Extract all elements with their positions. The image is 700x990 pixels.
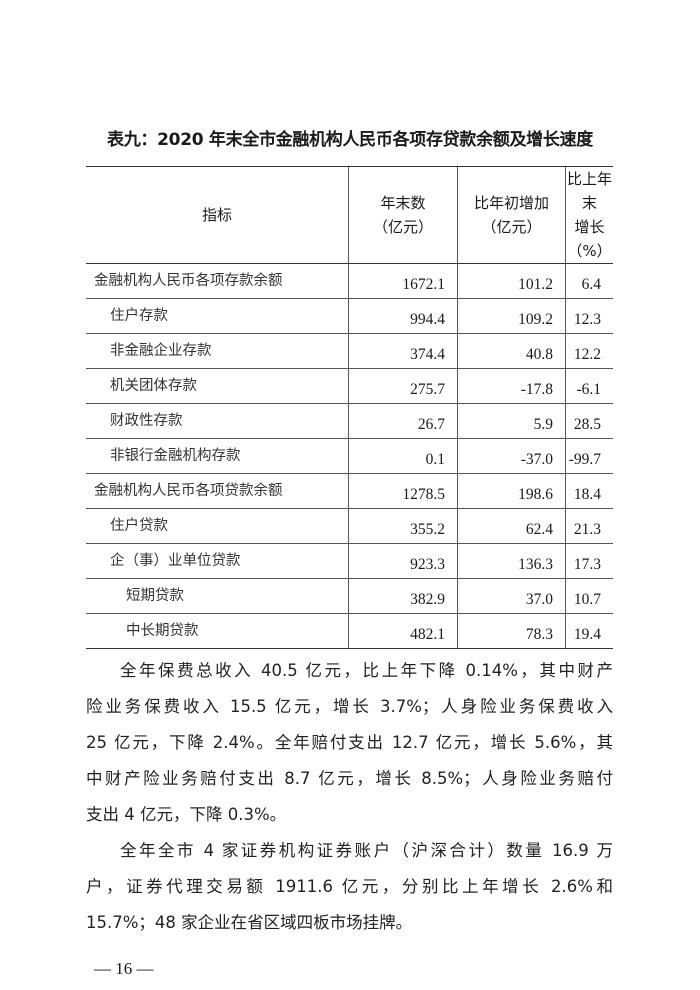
cell-growth: 21.3 xyxy=(565,508,613,544)
header-growth-line2: 增长（%） xyxy=(567,218,612,260)
cell-growth: 12.3 xyxy=(565,298,613,334)
row-label: 企（事）业单位贷款 xyxy=(86,543,349,579)
header-indicator: 指标 xyxy=(86,166,349,264)
row-label: 金融机构人民币各项存款余额 xyxy=(86,263,349,299)
header-year-end: 年末数 （亿元） xyxy=(348,166,458,264)
paragraph-line: 户，证券代理交易额 1911.6 亿元，分别比上年增长 2.6%和 xyxy=(86,877,613,896)
table-row: 中长期贷款 482.1 78.3 19.4 xyxy=(86,613,613,649)
cell-increase: 78.3 xyxy=(457,613,566,649)
paragraph-line: 中财产险业务赔付支出 8.7 亿元，增长 8.5%；人身险业务赔付 xyxy=(86,769,613,788)
paragraph-line: 全年全市 4 家证券机构证券账户（沪深合计）数量 16.9 万 xyxy=(120,841,613,860)
paragraph-line: 支出 4 亿元，下降 0.3%。 xyxy=(86,805,287,824)
header-increase-line2: （亿元） xyxy=(481,218,542,236)
cell-growth: 19.4 xyxy=(565,613,613,649)
header-increase-line1: 比年初增加 xyxy=(473,194,549,212)
cell-increase: 5.9 xyxy=(457,403,566,439)
table-row: 住户贷款 355.2 62.4 21.3 xyxy=(86,508,613,544)
table-row: 金融机构人民币各项存款余额 1672.1 101.2 6.4 xyxy=(86,263,613,299)
table-row: 住户存款 994.4 109.2 12.3 xyxy=(86,298,613,334)
cell-growth: -99.7 xyxy=(565,438,613,474)
cell-growth: 12.2 xyxy=(565,333,613,369)
table-row: 非银行金融机构存款 0.1 -37.0 -99.7 xyxy=(86,438,613,474)
paragraph-line: 险业务保费收入 15.5 亿元，增长 3.7%；人身险业务保费收入 xyxy=(86,697,613,716)
header-year-end-line1: 年末数 xyxy=(380,194,426,212)
row-label: 中长期贷款 xyxy=(86,613,349,649)
table-header-row: 指标 年末数 （亿元） 比年初增加 （亿元） 比上年末 增长（%） xyxy=(86,166,613,264)
cell-increase: 198.6 xyxy=(457,473,566,509)
cell-increase: -17.8 xyxy=(457,368,566,404)
cell-growth: -6.1 xyxy=(565,368,613,404)
page-number: — 16 — xyxy=(94,959,154,978)
cell-year-end: 482.1 xyxy=(348,613,458,649)
table-row: 财政性存款 26.7 5.9 28.5 xyxy=(86,403,613,439)
cell-year-end: 355.2 xyxy=(348,508,458,544)
cell-increase: 40.8 xyxy=(457,333,566,369)
header-year-end-line2: （亿元） xyxy=(372,218,433,236)
cell-year-end: 1278.5 xyxy=(348,473,458,509)
table-row: 企（事）业单位贷款 923.3 136.3 17.3 xyxy=(86,543,613,579)
cell-year-end: 275.7 xyxy=(348,368,458,404)
row-label: 短期贷款 xyxy=(86,578,349,614)
cell-increase: 109.2 xyxy=(457,298,566,334)
cell-growth: 28.5 xyxy=(565,403,613,439)
row-label: 财政性存款 xyxy=(86,403,349,439)
row-label: 机关团体存款 xyxy=(86,368,349,404)
cell-year-end: 26.7 xyxy=(348,403,458,439)
row-label: 非银行金融机构存款 xyxy=(86,438,349,474)
cell-increase: 62.4 xyxy=(457,508,566,544)
header-growth: 比上年末 增长（%） xyxy=(565,166,613,264)
cell-year-end: 1672.1 xyxy=(348,263,458,299)
securities-paragraph: 全年全市 4 家证券机构证券账户（沪深合计）数量 16.9 万户，证券代理交易额… xyxy=(86,833,613,941)
cell-increase: -37.0 xyxy=(457,438,566,474)
cell-increase: 136.3 xyxy=(457,543,566,579)
cell-year-end: 382.9 xyxy=(348,578,458,614)
cell-increase: 37.0 xyxy=(457,578,566,614)
table-row: 机关团体存款 275.7 -17.8 -6.1 xyxy=(86,368,613,404)
table-row: 非金融企业存款 374.4 40.8 12.2 xyxy=(86,333,613,369)
table-row: 金融机构人民币各项贷款余额 1278.5 198.6 18.4 xyxy=(86,473,613,509)
cell-growth: 18.4 xyxy=(565,473,613,509)
table-row: 短期贷款 382.9 37.0 10.7 xyxy=(86,578,613,614)
cell-year-end: 374.4 xyxy=(348,333,458,369)
row-label: 住户存款 xyxy=(86,298,349,334)
header-increase: 比年初增加 （亿元） xyxy=(457,166,566,264)
row-label: 金融机构人民币各项贷款余额 xyxy=(86,473,349,509)
row-label: 非金融企业存款 xyxy=(86,333,349,369)
header-growth-line1: 比上年末 xyxy=(566,170,612,212)
paragraph-line: 全年保费总收入 40.5 亿元，比上年下降 0.14%，其中财产 xyxy=(120,661,613,680)
deposit-loan-table: 指标 年末数 （亿元） 比年初增加 （亿元） 比上年末 增长（%） 金融机构人民… xyxy=(86,166,613,649)
cell-growth: 10.7 xyxy=(565,578,613,614)
cell-growth: 17.3 xyxy=(565,543,613,579)
paragraph-line: 25 亿元，下降 2.4%。全年赔付支出 12.7 亿元，增长 5.6%，其 xyxy=(86,733,613,752)
row-label: 住户贷款 xyxy=(86,508,349,544)
cell-increase: 101.2 xyxy=(457,263,566,299)
insurance-paragraph: 全年保费总收入 40.5 亿元，比上年下降 0.14%，其中财产险业务保费收入 … xyxy=(86,653,613,833)
cell-year-end: 923.3 xyxy=(348,543,458,579)
cell-year-end: 0.1 xyxy=(348,438,458,474)
cell-growth: 6.4 xyxy=(565,263,613,299)
cell-year-end: 994.4 xyxy=(348,298,458,334)
paragraph-line: 15.7%；48 家企业在省区域四板市场挂牌。 xyxy=(86,913,413,932)
table-title: 表九：2020 年末全市金融机构人民币各项存贷款余额及增长速度 xyxy=(107,130,593,150)
